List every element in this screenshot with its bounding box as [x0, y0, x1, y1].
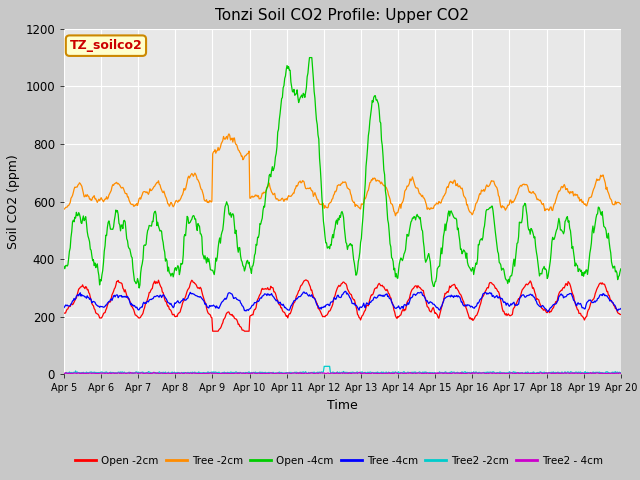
Title: Tonzi Soil CO2 Profile: Upper CO2: Tonzi Soil CO2 Profile: Upper CO2 [216, 9, 469, 24]
Legend: Open -2cm, Tree -2cm, Open -4cm, Tree -4cm, Tree2 -2cm, Tree2 - 4cm: Open -2cm, Tree -2cm, Open -4cm, Tree -4… [71, 452, 607, 470]
Text: TZ_soilco2: TZ_soilco2 [70, 39, 142, 52]
Y-axis label: Soil CO2 (ppm): Soil CO2 (ppm) [6, 154, 20, 249]
X-axis label: Time: Time [327, 399, 358, 412]
